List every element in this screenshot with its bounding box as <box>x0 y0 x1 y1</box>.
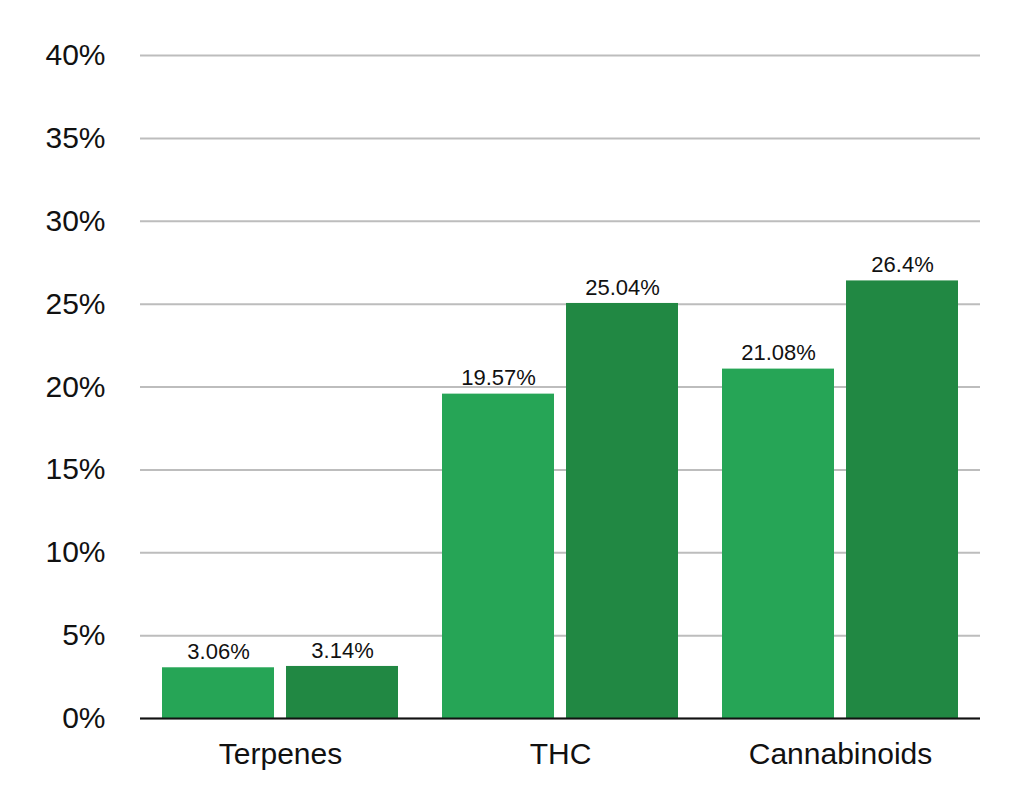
svg-text:Cannabinoids: Cannabinoids <box>749 737 932 770</box>
svg-text:20%: 20% <box>45 370 105 403</box>
svg-text:3.06%: 3.06% <box>187 639 249 664</box>
svg-text:Terpenes: Terpenes <box>219 737 342 770</box>
svg-text:21.08%: 21.08% <box>741 340 816 365</box>
svg-text:40%: 40% <box>45 38 105 71</box>
svg-text:35%: 35% <box>45 121 105 154</box>
svg-text:26.4%: 26.4% <box>871 252 933 277</box>
svg-text:THC: THC <box>530 737 592 770</box>
svg-text:5%: 5% <box>62 618 105 651</box>
svg-text:10%: 10% <box>45 535 105 568</box>
svg-text:0%: 0% <box>62 701 105 734</box>
svg-text:15%: 15% <box>45 452 105 485</box>
svg-text:30%: 30% <box>45 204 105 237</box>
svg-text:19.57%: 19.57% <box>461 365 536 390</box>
svg-text:3.14%: 3.14% <box>311 637 373 662</box>
svg-text:25%: 25% <box>45 287 105 320</box>
svg-text:25.04%: 25.04% <box>585 275 660 300</box>
